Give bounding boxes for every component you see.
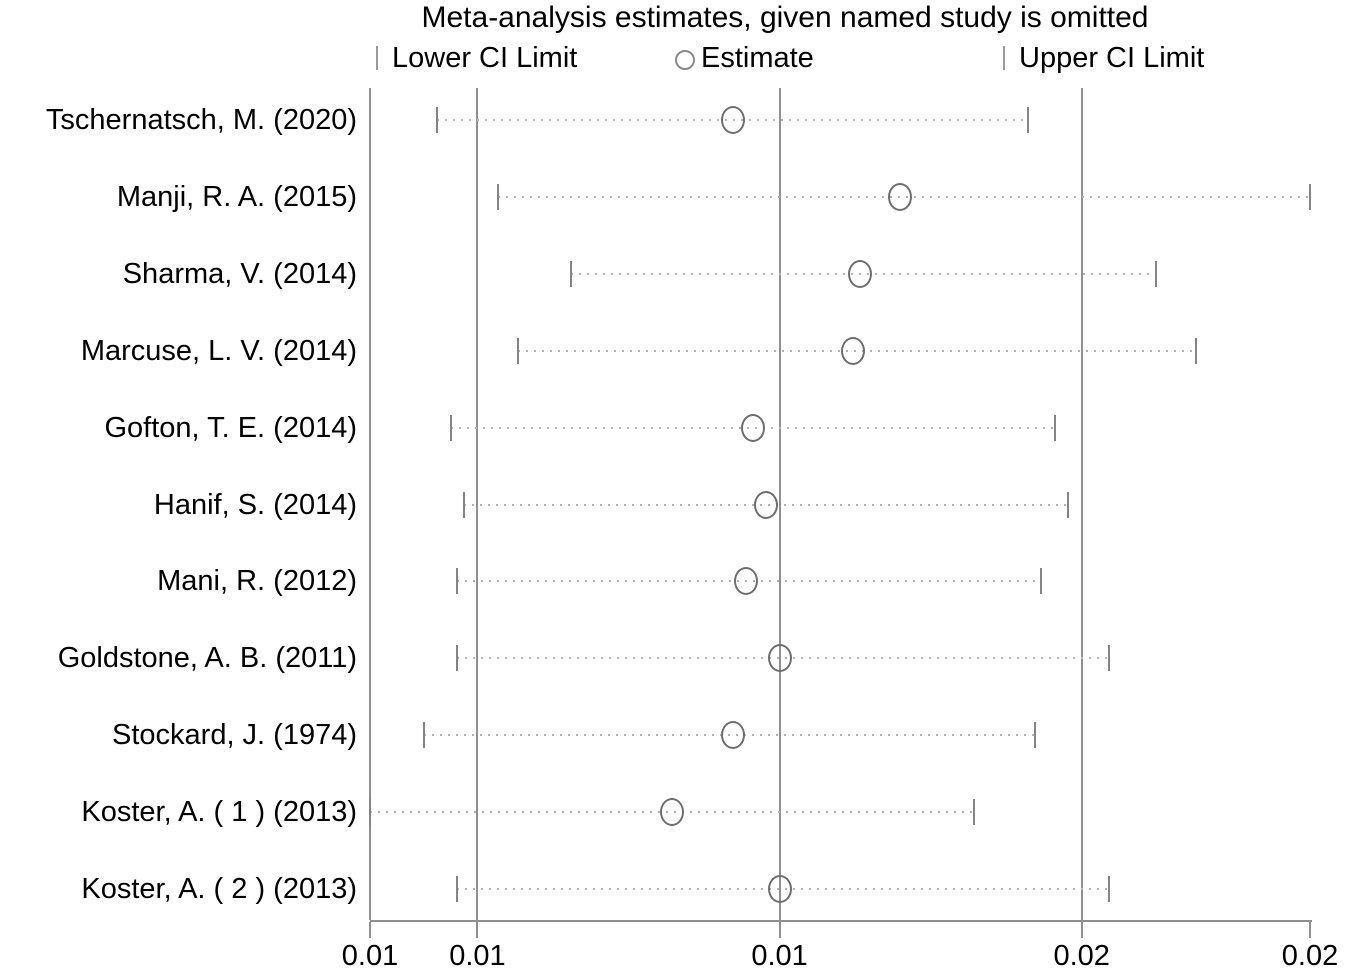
- estimate-marker: [734, 567, 758, 596]
- lower-ci-tick: [436, 107, 439, 133]
- upper-ci-tick: [1067, 491, 1070, 518]
- study-label: Mani, R. (2012): [157, 565, 357, 598]
- upper-ci-reference-line: [1080, 88, 1083, 920]
- estimate-legend-circle-icon: [675, 50, 695, 70]
- upper-ci-tick: [1107, 876, 1110, 902]
- lower-ci-legend-tick-icon: [376, 46, 378, 70]
- lower-ci-tick: [456, 645, 459, 672]
- lower-ci-tick: [449, 414, 452, 441]
- legend-upper-ci-label: Upper CI Limit: [1019, 42, 1205, 74]
- lower-ci-tick: [570, 260, 573, 287]
- upper-ci-tick: [1053, 414, 1056, 441]
- lower-ci-tick: [496, 183, 499, 210]
- study-label: Marcuse, L. V. (2014): [80, 334, 357, 367]
- study-label: Gofton, T. E. (2014): [104, 411, 357, 444]
- upper-ci-tick: [1154, 260, 1157, 287]
- study-label: Stockard, J. (1974): [112, 719, 357, 752]
- x-axis-tick: [1309, 922, 1311, 938]
- estimate-marker: [660, 798, 685, 827]
- study-label: Tschernatsch, M. (2020): [45, 104, 357, 136]
- lower-ci-tick: [456, 876, 459, 902]
- lower-ci-tick: [463, 491, 465, 518]
- upper-ci-tick: [1027, 107, 1029, 133]
- lower-ci-tick: [516, 337, 519, 364]
- study-label: Manji, R. A. (2015): [116, 180, 357, 213]
- x-axis-tick: [476, 922, 479, 938]
- lower-ci-tick: [369, 799, 371, 826]
- estimate-marker: [754, 490, 779, 519]
- x-axis-tick: [778, 922, 781, 938]
- x-axis-tick: [369, 922, 371, 938]
- lower-ci-tick: [422, 722, 425, 749]
- estimate-marker: [848, 259, 873, 288]
- upper-ci-legend-tick-icon: [1003, 46, 1005, 70]
- estimate-marker: [767, 644, 792, 673]
- x-axis-tick-label: 0.01: [341, 940, 399, 972]
- lower-ci-tick: [456, 568, 459, 595]
- x-axis-tick-label: 0.01: [449, 940, 506, 972]
- estimate-marker: [888, 182, 913, 211]
- x-axis-tick: [1080, 922, 1083, 938]
- upper-ci-tick: [973, 799, 976, 826]
- estimate-marker: [720, 106, 745, 134]
- study-label: Koster, A. ( 1 ) (2013): [81, 796, 357, 829]
- study-label: Goldstone, A. B. (2011): [57, 642, 357, 675]
- estimate-marker: [720, 721, 745, 750]
- estimate-marker: [841, 336, 866, 365]
- upper-ci-tick: [1194, 337, 1197, 364]
- chart-title: Meta-analysis estimates, given named stu…: [421, 1, 1149, 34]
- x-axis-tick-label: 0.01: [751, 940, 808, 972]
- x-axis-tick-label: 0.02: [1281, 940, 1339, 972]
- upper-ci-tick: [1040, 568, 1043, 595]
- study-label: Hanif, S. (2014): [153, 488, 357, 521]
- legend-estimate-label: Estimate: [701, 42, 814, 74]
- estimate-marker: [740, 413, 765, 442]
- x-axis-tick-label: 0.02: [1053, 940, 1110, 972]
- estimate-marker: [767, 875, 792, 903]
- upper-ci-tick: [1309, 183, 1311, 210]
- study-label: Sharma, V. (2014): [122, 257, 357, 290]
- upper-ci-tick: [1107, 645, 1110, 672]
- y-axis-line: [369, 88, 371, 920]
- upper-ci-tick: [1033, 722, 1036, 749]
- study-label: Koster, A. ( 2 ) (2013): [81, 873, 357, 905]
- x-axis-line: [370, 920, 1312, 922]
- legend-lower-ci-label: Lower CI Limit: [392, 42, 578, 74]
